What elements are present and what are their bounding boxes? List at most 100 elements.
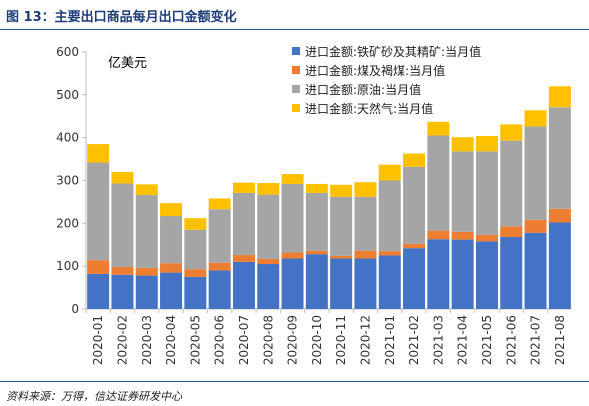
x-tick-label: 2020-08: [261, 315, 275, 365]
bar-segment-series-1: [403, 248, 426, 309]
bar-segment-series-4: [160, 203, 183, 217]
y-tick-label: 300: [56, 174, 79, 188]
x-tick-label: 2021-04: [456, 315, 470, 365]
bar-segment-series-4: [184, 218, 207, 230]
bar-segment-series-4: [354, 182, 377, 197]
legend-swatch: [292, 66, 300, 74]
bar-segment-series-4: [500, 124, 523, 141]
bar-segment-series-3: [232, 192, 255, 256]
legend-label: 进口金额:铁矿砂及其精矿:当月值: [305, 44, 481, 59]
x-tick-label: 2020-12: [358, 315, 372, 365]
legend-label: 进口金额:天然气:当月值: [305, 101, 433, 116]
source-note: 资料来源：万得，信达证券研发中心: [6, 390, 182, 403]
x-tick-label: 2020-07: [237, 315, 251, 365]
x-tick-label: 2020-11: [334, 315, 348, 365]
bar-segment-series-1: [87, 273, 110, 309]
legend-label: 进口金额:原油:当月值: [305, 82, 421, 97]
bar-segment-series-4: [330, 184, 353, 197]
bar-segment-series-1: [330, 258, 353, 309]
bar-segment-series-2: [257, 258, 280, 265]
legend-swatch: [292, 85, 300, 93]
x-tick-label: 2021-08: [553, 315, 567, 365]
bar-segment-series-4: [87, 144, 110, 163]
x-tick-label: 2021-02: [407, 315, 421, 365]
y-tick-label: 400: [56, 131, 79, 145]
bar-segment-series-2: [427, 230, 450, 240]
bar-segment-series-1: [475, 241, 498, 309]
bar-segment-series-2: [208, 262, 231, 271]
x-tick-label: 2021-05: [480, 315, 494, 365]
bar-segment-series-3: [451, 151, 474, 232]
bar-segment-series-1: [451, 239, 474, 309]
bar-segment-series-2: [330, 255, 353, 259]
x-tick-label: 2021-06: [504, 315, 518, 365]
bar-segment-series-3: [135, 195, 158, 268]
bar-segment-series-1: [232, 261, 255, 309]
bar-segment-series-2: [305, 250, 328, 255]
y-tick-label: 200: [56, 216, 79, 230]
bar-segment-series-2: [378, 251, 401, 256]
y-tick-label: 600: [56, 45, 79, 59]
x-tick-label: 2020-01: [91, 315, 105, 365]
bar-segment-series-3: [378, 180, 401, 252]
bar-segment-series-1: [524, 232, 547, 309]
chart-legend: 进口金额:铁矿砂及其精矿:当月值进口金额:煤及褐煤:当月值进口金额:原油:当月值…: [292, 44, 481, 116]
bar-segment-series-4: [208, 198, 231, 210]
bar-segment-series-4: [475, 135, 498, 152]
y-tick-label: 0: [71, 302, 79, 316]
bar-segment-series-2: [135, 267, 158, 276]
legend-label: 进口金额:煤及褐煤:当月值: [305, 63, 445, 78]
bar-group: [87, 86, 571, 309]
bar-segment-series-1: [184, 276, 207, 309]
bar-segment-series-2: [232, 255, 255, 262]
bar-segment-series-2: [403, 243, 426, 249]
bar-segment-series-4: [281, 174, 304, 184]
bar-segment-series-3: [257, 194, 280, 259]
bar-segment-series-3: [208, 209, 231, 263]
bar-segment-series-1: [135, 275, 158, 309]
x-tick-label: 2021-01: [383, 315, 397, 365]
bar-segment-series-4: [378, 164, 401, 181]
legend-swatch: [292, 47, 300, 55]
x-tick-label: 2020-06: [213, 315, 227, 365]
bar-segment-series-2: [111, 267, 134, 275]
bar-segment-series-1: [208, 270, 231, 309]
figure-title: 图 13：主要出口商品每月出口金额变化: [6, 10, 237, 25]
bar-segment-series-2: [524, 219, 547, 233]
bar-segment-series-3: [111, 183, 134, 268]
bar-segment-series-2: [475, 234, 498, 242]
bar-segment-series-2: [160, 263, 183, 273]
bar-segment-series-2: [87, 260, 110, 274]
bar-segment-series-3: [427, 135, 450, 231]
bar-segment-series-1: [257, 264, 280, 309]
bar-segment-series-1: [427, 239, 450, 309]
x-tick-label: 2020-02: [115, 315, 129, 365]
bar-segment-series-1: [305, 254, 328, 309]
bar-segment-series-4: [427, 121, 450, 136]
title-divider: [0, 29, 589, 30]
y-tick-label: 100: [56, 259, 79, 273]
bar-segment-series-3: [475, 151, 498, 235]
bar-segment-series-1: [354, 258, 377, 309]
bar-segment-series-1: [111, 274, 134, 309]
bar-segment-series-4: [305, 183, 328, 193]
bar-segment-series-2: [281, 252, 304, 259]
bar-segment-series-2: [184, 269, 207, 277]
bar-segment-series-4: [135, 184, 158, 196]
bar-segment-series-3: [500, 140, 523, 227]
x-tick-label: 2020-09: [286, 315, 300, 365]
unit-label: 亿美元: [108, 56, 147, 71]
bar-segment-series-3: [184, 229, 207, 270]
x-tick-label: 2020-04: [164, 315, 178, 365]
x-tick-label: 2020-05: [188, 315, 202, 365]
bar-segment-series-1: [378, 255, 401, 309]
bar-segment-series-2: [548, 208, 571, 223]
bar-segment-series-3: [403, 166, 426, 244]
x-tick-labels: 2020-01 2020-02 2020-03 2020-04 2020-05 2020-…: [85, 309, 567, 365]
bar-segment-series-3: [548, 107, 571, 209]
bar-segment-series-3: [330, 196, 353, 256]
bar-segment-series-4: [257, 183, 280, 195]
bar-segment-series-4: [403, 153, 426, 167]
bar-segment-series-2: [500, 226, 523, 238]
